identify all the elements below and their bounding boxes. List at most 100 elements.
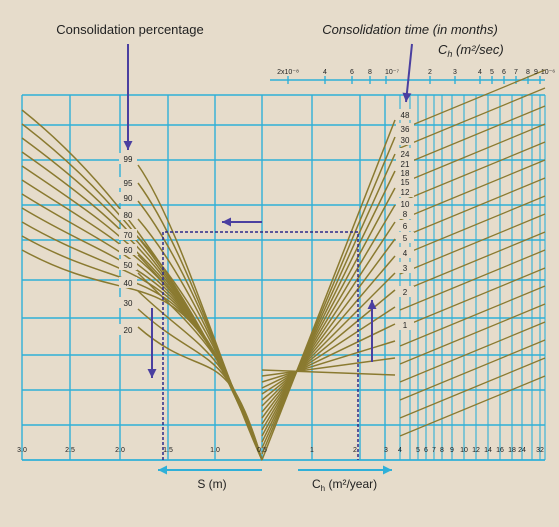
percentage-curve — [21, 193, 263, 461]
ch-axis-tick: 10 — [460, 447, 468, 454]
ch-axis-tick: 8 — [440, 447, 444, 454]
month-label-bg — [396, 319, 414, 330]
curves — [21, 69, 546, 461]
month-label-bg — [396, 134, 414, 145]
consolidation-time-title: Consolidation time (in months) — [322, 22, 498, 37]
ch-line — [399, 267, 546, 329]
percentage-curve-inner — [137, 254, 263, 461]
consolidation-percentage-title: Consolidation percentage — [56, 22, 203, 37]
month-label-bg — [396, 109, 414, 120]
arrow-up-right-head — [367, 300, 377, 309]
month-label: 1 — [403, 321, 408, 330]
ch-axis-tick: 32 — [536, 447, 544, 454]
month-label-bg — [396, 220, 414, 231]
time-line — [261, 357, 396, 377]
arrow-down-percentage-head — [123, 141, 133, 150]
ch-line — [399, 321, 546, 383]
top-axis-tick-label: 7 — [514, 69, 518, 76]
top-axis-tick-label: 2x10⁻⁸ — [277, 69, 299, 76]
percentage-label-bg — [119, 229, 137, 240]
arrow-down-time — [405, 43, 413, 103]
time-line — [261, 369, 396, 376]
ch-line — [399, 339, 546, 401]
percentage-label: 40 — [124, 279, 133, 288]
time-line — [261, 340, 396, 383]
percentage-label-bg — [119, 277, 137, 288]
top-axis-tick-label: 6 — [502, 69, 506, 76]
ch-axis-tick: 12 — [472, 447, 480, 454]
top-axis-tick-label: 9 — [534, 69, 538, 76]
month-label: 30 — [401, 136, 410, 145]
s-axis-tick: 2.5 — [65, 447, 75, 454]
ch-line — [399, 285, 546, 347]
ch-axis-tick: 18 — [508, 447, 516, 454]
ch-line — [399, 123, 546, 185]
ch-line — [399, 105, 546, 167]
s-axis-tick: 1.5 — [163, 447, 173, 454]
ch-line — [399, 357, 546, 419]
s-axis-tick: 2.0 — [115, 447, 125, 454]
time-line — [261, 153, 396, 449]
month-label: 2 — [403, 288, 408, 297]
month-label-bg — [396, 198, 414, 209]
month-label-bg — [396, 158, 414, 169]
month-label: 18 — [401, 169, 410, 178]
ch-axis-tick: 14 — [484, 447, 492, 454]
month-label: 48 — [401, 111, 410, 120]
ch-axis-tick: 9 — [450, 447, 454, 454]
ch-line — [399, 249, 546, 311]
month-label: 8 — [403, 210, 408, 219]
top-axis-tick-label: 4 — [323, 69, 327, 76]
month-label-bg — [396, 123, 414, 134]
top-axis-tick-label: 6 — [350, 69, 354, 76]
top-axis-tick-label: 3 — [453, 69, 457, 76]
percentage-label: 99 — [124, 155, 133, 164]
top-axis-tick-label: 4 — [478, 69, 482, 76]
percentage-curve — [21, 151, 263, 461]
percentage-label: 20 — [124, 326, 133, 335]
month-label: 10 — [401, 200, 410, 209]
example-path-line — [162, 231, 359, 460]
top-axis-tick-label: 8 — [368, 69, 372, 76]
month-label: 6 — [403, 222, 408, 231]
percentage-curve-inner — [137, 236, 263, 461]
month-label: 21 — [401, 160, 410, 169]
ch-axis-tick: 3 — [384, 447, 388, 454]
ch-top-label: Ch (m²/sec) — [438, 42, 504, 59]
ch-line — [399, 87, 546, 149]
ch-line — [399, 141, 546, 203]
ch-line — [399, 213, 546, 275]
ch-line — [399, 375, 546, 437]
percentage-label-bg — [119, 297, 137, 308]
s-axis-label: S (m) — [197, 477, 226, 491]
percentage-label-bg — [119, 153, 137, 164]
time-line — [261, 187, 396, 437]
ch-axis-tick: 4 — [398, 447, 402, 454]
percentage-label-bg — [119, 259, 137, 270]
ch-line — [399, 69, 546, 131]
percentage-label: 95 — [124, 179, 133, 188]
time-line — [261, 238, 396, 419]
time-line — [261, 221, 396, 425]
example-path — [162, 231, 359, 460]
percentage-label: 90 — [124, 194, 133, 203]
time-line — [261, 204, 396, 431]
ch-axis-tick: 7 — [432, 447, 436, 454]
top-axis-tick-label: 10⁻⁷ — [385, 69, 399, 76]
month-label-bg — [396, 148, 414, 159]
month-label-bg — [396, 262, 414, 273]
arrow-down-left-head — [147, 369, 157, 378]
month-label: 5 — [403, 234, 408, 243]
percentage-label: 50 — [124, 261, 133, 270]
ch-axis-tick: 2 — [353, 447, 357, 454]
percentage-label: 60 — [124, 246, 133, 255]
percentage-label-bg — [119, 192, 137, 203]
labels: Consolidation percentage Consolidation t… — [17, 22, 555, 493]
month-label-bg — [396, 176, 414, 187]
percentage-label-bg — [119, 324, 137, 335]
percentage-curve-inner — [137, 326, 263, 461]
top-axis-tick-label: 5 — [490, 69, 494, 76]
month-label: 12 — [401, 188, 410, 197]
time-line — [261, 272, 396, 407]
ch-line — [399, 231, 546, 293]
